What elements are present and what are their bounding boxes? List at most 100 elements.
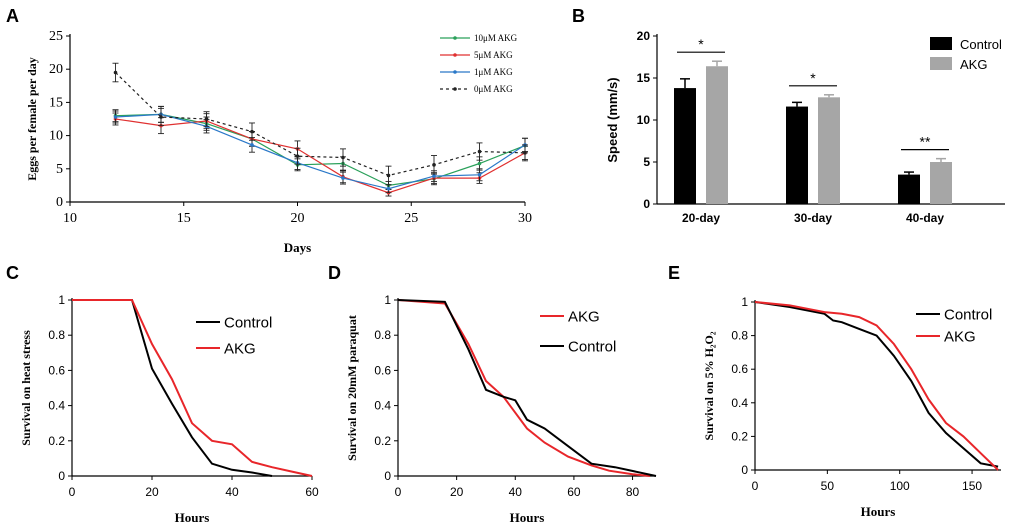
legend-marker	[453, 36, 457, 40]
y-axis-label: Survival on heat stress	[19, 330, 33, 446]
y-tick-label: 0.8	[731, 329, 748, 343]
legend-label: AKG	[568, 308, 600, 325]
panel-label-a: A	[6, 6, 19, 26]
panel-label-c: C	[6, 263, 19, 283]
x-tick-label: 50	[821, 479, 835, 493]
data-point	[523, 151, 527, 155]
series-line-control	[397, 299, 657, 477]
panel-c: 0 0.2 0.4 0.6 0.8 1 0 20 40 60 Hours Survival on he…	[19, 293, 319, 525]
data-point	[159, 115, 163, 119]
y-tick-label: 15	[49, 95, 63, 110]
x-tick-label: 30	[518, 211, 532, 226]
x-tick-label: 40	[509, 485, 523, 499]
y-axis-label: Survival on 5% H₂O₂	[702, 331, 716, 440]
y-tick-label: 10	[49, 129, 63, 144]
panel-d: 0 0.2 0.4 0.6 0.8 1 0 20 40 60 80 Hours Survival on …	[345, 293, 657, 525]
y-tick-label: 0.2	[731, 429, 748, 443]
y-tick-label: 0.4	[48, 399, 65, 413]
data-point	[386, 186, 391, 191]
series-line-5-m-akg	[115, 118, 526, 194]
y-tick-label: 0.8	[48, 328, 65, 342]
series-line-10-m-akg	[115, 113, 526, 187]
bar-akg-40-day	[930, 162, 952, 204]
x-axis-label: Hours	[861, 504, 896, 519]
bar-control-30-day	[786, 106, 808, 204]
x-tick-label: 80	[626, 485, 640, 499]
legend-marker	[453, 70, 457, 74]
panel-a: 0 5 10 15 20 25 10 15 20 25 30 Days Eggs per female …	[25, 29, 532, 255]
legend-marker	[453, 87, 457, 91]
y-tick-label: 25	[49, 29, 63, 44]
legend-label: 5μM AKG	[474, 50, 513, 60]
data-point	[477, 149, 482, 154]
series-line-akg	[397, 299, 651, 477]
data-point	[113, 115, 118, 119]
legend-label: 0μM AKG	[474, 84, 513, 94]
bar-control-40-day	[898, 174, 920, 204]
x-tick-label: 0	[395, 485, 402, 499]
legend-label: Control	[224, 314, 272, 331]
series-line-0-m-akg	[115, 72, 526, 177]
y-tick-label: 5	[56, 162, 63, 177]
category-label: 30-day	[794, 211, 832, 225]
x-tick-label: 60	[305, 485, 319, 499]
y-tick-label: 20	[637, 29, 651, 43]
category-label: 40-day	[906, 211, 944, 225]
y-tick-label: 15	[637, 71, 651, 85]
y-tick-label: 1	[741, 295, 748, 309]
legend-label: 1μM AKG	[474, 67, 513, 77]
data-point	[341, 176, 345, 180]
data-point	[341, 155, 345, 160]
legend-label: Control	[960, 37, 1002, 52]
y-tick-label: 20	[49, 62, 63, 77]
legend-marker	[453, 53, 457, 57]
x-tick-label: 40	[225, 485, 239, 499]
y-axis-label: Eggs per female per day	[25, 57, 39, 181]
x-tick-label: 0	[752, 479, 759, 493]
y-tick-label: 0	[384, 469, 391, 483]
y-tick-label: 0.8	[374, 328, 391, 342]
panel-label-e: E	[668, 263, 680, 283]
y-tick-label: 0	[58, 469, 65, 483]
data-point	[432, 163, 436, 167]
series-line-akg	[754, 301, 999, 471]
category-label: 20-day	[682, 211, 720, 225]
y-tick-label: 0.2	[48, 434, 65, 448]
legend-label: AKG	[960, 57, 987, 72]
y-tick-label: 1	[58, 293, 65, 307]
panel-label-d: D	[328, 263, 341, 283]
data-point	[250, 129, 254, 134]
x-tick-label: 0	[69, 485, 76, 499]
series-line-control	[754, 301, 999, 468]
x-tick-label: 150	[962, 479, 982, 493]
panel-label-b: B	[572, 6, 585, 26]
x-tick-label: 25	[404, 211, 418, 226]
series-line-1-m-akg	[115, 113, 526, 190]
significance-marker: *	[698, 36, 704, 52]
y-tick-label: 0	[643, 197, 650, 211]
y-tick-label: 0.6	[48, 363, 65, 377]
data-point	[432, 174, 436, 178]
significance-marker: **	[920, 134, 931, 150]
y-tick-label: 1	[384, 293, 391, 307]
data-point	[113, 70, 118, 75]
significance-marker: *	[810, 70, 816, 86]
y-tick-label: 0.6	[374, 363, 391, 377]
legend-label: 10μM AKG	[474, 33, 518, 43]
data-point	[295, 154, 300, 158]
legend-label: AKG	[944, 328, 976, 345]
data-point	[477, 161, 482, 166]
series-line-control	[72, 299, 273, 477]
data-point	[204, 117, 209, 121]
x-tick-label: 20	[145, 485, 159, 499]
y-axis-label: Survival on 20mM paraquat	[345, 315, 359, 461]
x-axis-label: Days	[284, 240, 311, 255]
panel-b: 0 5 10 15 20 Speed (mm/s) 20-day * 30-day * 40-day…	[605, 29, 1005, 225]
x-tick-label: 20	[291, 211, 305, 226]
x-tick-label: 20	[450, 485, 464, 499]
x-tick-label: 15	[177, 211, 191, 226]
y-tick-label: 0	[56, 195, 63, 210]
x-tick-label: 60	[567, 485, 581, 499]
data-point	[250, 143, 254, 147]
